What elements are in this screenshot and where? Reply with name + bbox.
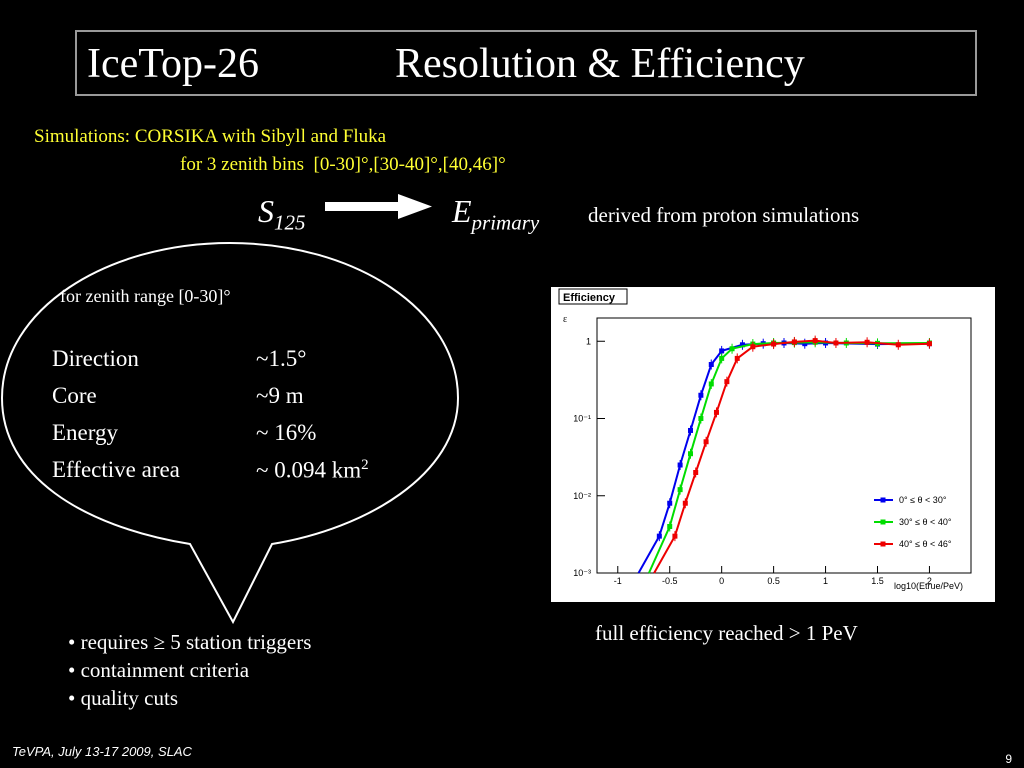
data-point (724, 379, 730, 385)
data-point (864, 339, 870, 345)
footer-event: TeVPA, July 13-17 2009, SLAC (12, 744, 192, 759)
legend-marker (880, 519, 886, 525)
x-tick-label: -1 (614, 576, 622, 586)
s-main: S (258, 193, 274, 229)
data-point (791, 339, 797, 345)
legend-label: 30° ≤ θ < 40° (899, 517, 952, 527)
data-point (833, 340, 839, 346)
series-line (637, 341, 930, 574)
chart-title-box (558, 288, 628, 305)
e-sub: primary (471, 210, 540, 235)
data-point (682, 500, 688, 506)
efficiency-caption: full efficiency reached > 1 PeV (595, 621, 858, 645)
data-point (693, 469, 699, 475)
param-label: Effective area (52, 457, 180, 482)
data-point (729, 346, 735, 352)
page-number: 9 (1005, 752, 1012, 766)
x-tick-label: 0.5 (767, 576, 780, 586)
param-label: Energy (52, 420, 119, 445)
s-sub: 125 (274, 210, 306, 235)
data-point (719, 348, 725, 354)
data-point (698, 416, 704, 422)
param-value: ~9 m (256, 383, 304, 408)
data-point (713, 409, 719, 415)
param-row-effective-area: Effective area ~ 0.094 km2 (52, 457, 432, 483)
data-point (688, 451, 693, 457)
param-value: ~ 0.094 km2 (256, 457, 369, 484)
data-point (708, 381, 714, 387)
param-row-energy: Energy ~ 16% (52, 420, 432, 446)
y-axis-label: ε (563, 314, 567, 325)
data-point (802, 341, 808, 347)
legend-label: 0° ≤ θ < 30° (899, 495, 947, 505)
param-label: Direction (52, 346, 139, 371)
y-tick-label: 10⁻³ (573, 568, 591, 578)
x-axis-label: log10(Etrue/PeV) (894, 581, 963, 591)
data-point (771, 341, 777, 347)
cut-item: • containment criteria (68, 658, 250, 682)
eprimary-symbol: Eprimary (452, 193, 539, 235)
e-main: E (452, 193, 472, 229)
data-point (672, 533, 678, 539)
simulation-line-1: Simulations: CORSIKA with Sibyll and Flu… (34, 126, 387, 147)
x-tick-label: 2 (927, 576, 932, 586)
data-point (677, 462, 683, 468)
efficiency-chart: Efficiency ε -1 -0.5 0 0.5 1 1.5 2 10⁻³ 10⁻² 10⁻¹ 1 l… (558, 288, 972, 591)
data-point (677, 487, 683, 493)
title-frame: IceTop-26 Resolution & Efficiency (75, 30, 977, 96)
data-point (667, 523, 673, 529)
slide-title-right: Resolution & Efficiency (395, 41, 805, 87)
data-point (688, 427, 693, 433)
zenith-note: for zenith range [0-30]° (60, 286, 231, 306)
area-value: ~ 0.094 km (256, 457, 362, 483)
cuts-list: • requires ≥ 5 station triggers • contai… (68, 628, 311, 712)
x-tick-label: 0 (719, 576, 724, 586)
plot-frame (596, 317, 972, 574)
x-tick-label: 1 (823, 576, 828, 586)
param-label: Core (52, 383, 97, 408)
series-line (653, 339, 930, 574)
simulation-line-2: for 3 zenith bins [0-30]°,[30-40]°,[40,4… (180, 154, 506, 175)
speech-bubble (0, 241, 460, 625)
data-point (719, 355, 725, 361)
cut-item: • quality cuts (68, 686, 179, 710)
data-point (739, 342, 745, 348)
x-tick-label: -0.5 (662, 576, 678, 586)
param-value: ~ 16% (256, 420, 317, 445)
series-line (648, 341, 930, 574)
param-row-direction: Direction ~1.5° (52, 346, 432, 372)
data-point (703, 439, 709, 445)
data-point (812, 338, 818, 344)
data-point (926, 341, 932, 347)
data-point (708, 362, 714, 368)
y-tick-label: 10⁻¹ (573, 414, 591, 424)
legend-marker (880, 497, 886, 503)
right-arrow-icon (325, 194, 432, 219)
cut-item: • requires ≥ 5 station triggers (68, 630, 312, 654)
x-tick-label: 1.5 (871, 576, 884, 586)
legend-marker (880, 541, 886, 547)
y-tick-label: 1 (586, 336, 591, 346)
area-exponent: 2 (361, 457, 369, 473)
y-tick-label: 10⁻² (573, 491, 591, 501)
s125-symbol: S125 (258, 193, 306, 235)
data-point (750, 344, 756, 350)
data-point (656, 533, 662, 539)
derived-note: derived from proton simulations (588, 203, 860, 227)
param-value: ~1.5° (256, 346, 307, 371)
legend-label: 40° ≤ θ < 46° (899, 539, 952, 549)
data-point (667, 500, 673, 506)
param-row-core: Core ~9 m (52, 383, 432, 409)
slide-title-left: IceTop-26 (87, 41, 259, 87)
efficiency-plot: Efficiency ε -1 -0.5 0 0.5 1 1.5 2 10⁻³ 10⁻² 10⁻¹ 1 l… (551, 287, 995, 602)
data-point (895, 342, 901, 348)
data-point (698, 392, 704, 398)
data-point (734, 355, 740, 361)
chart-title: Efficiency (563, 292, 616, 304)
